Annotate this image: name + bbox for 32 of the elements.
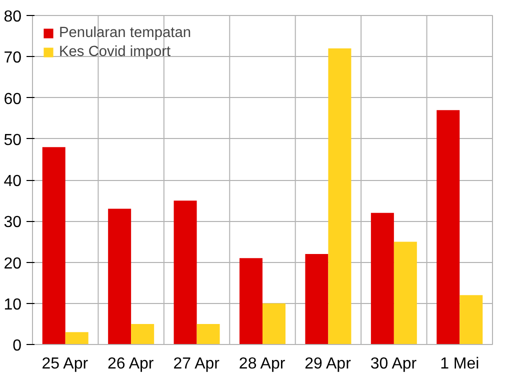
y-tick-label: 40 <box>4 173 22 190</box>
y-tick-label: 10 <box>4 296 22 314</box>
y-tick-label: 80 <box>4 8 22 26</box>
legend-label: Penularan tempatan <box>59 25 191 41</box>
bar <box>460 295 483 344</box>
bar <box>42 147 66 344</box>
y-tick-label: 30 <box>4 214 22 232</box>
bar <box>108 208 132 344</box>
x-tick-label: 28 Apr <box>238 356 286 372</box>
bar <box>174 200 197 344</box>
bar <box>131 324 154 344</box>
bar <box>305 254 328 344</box>
bar <box>370 212 394 344</box>
y-tick-label: 70 <box>4 50 22 67</box>
bar <box>328 48 352 344</box>
x-tick-label: 1 Mei <box>440 356 480 372</box>
y-tick-label: 0 <box>12 338 22 354</box>
x-tick-label: 27 Apr <box>173 356 220 372</box>
y-tick-label: 50 <box>4 132 22 149</box>
y-tick-label: 20 <box>4 255 22 272</box>
x-tick-label: 25 Apr <box>42 356 89 372</box>
bar <box>196 324 220 344</box>
bar <box>65 332 88 344</box>
y-tick-label: 60 <box>4 90 22 108</box>
x-tick-label: 26 Apr <box>108 356 154 372</box>
bar <box>436 110 460 344</box>
bar <box>394 242 417 344</box>
bar <box>240 258 262 344</box>
x-tick-label: 30 Apr <box>370 356 418 372</box>
x-tick-label: 29 Apr <box>304 356 352 372</box>
legend-label: Kes Covid import <box>59 44 171 60</box>
bar <box>262 303 286 344</box>
